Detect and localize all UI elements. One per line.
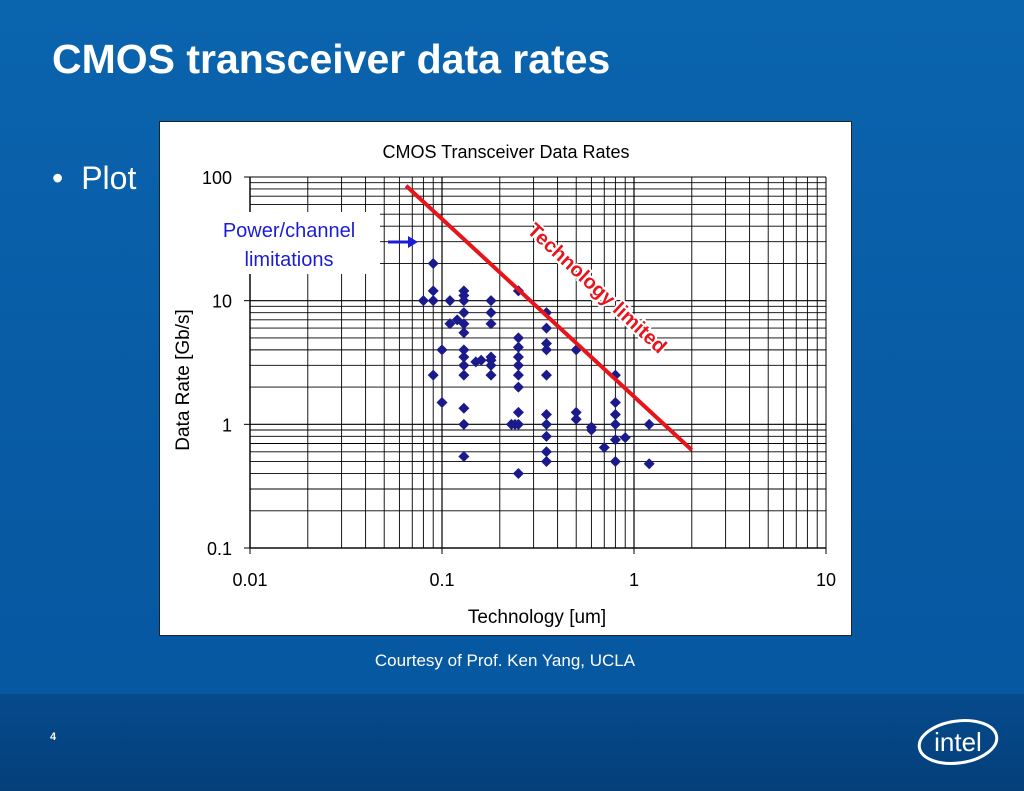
- bullet-text: Plot: [81, 160, 137, 196]
- data-point: [458, 402, 470, 414]
- data-point: [609, 456, 621, 468]
- slide-title: CMOS transceiver data rates: [52, 36, 611, 82]
- data-point: [458, 307, 470, 319]
- data-point: [436, 397, 448, 409]
- chart-panel: 0.01 0.1 1 10 0.1 1 10 100 Power/channel limitat…: [159, 121, 852, 636]
- data-point: [427, 295, 439, 307]
- x-axis-label: Technology [um]: [468, 607, 606, 628]
- data-point: [512, 359, 524, 371]
- data-point: [485, 359, 497, 371]
- data-point: [458, 359, 470, 371]
- data-point: [427, 285, 439, 297]
- data-point: [427, 257, 439, 269]
- chart-points: [417, 257, 655, 480]
- data-point: [570, 413, 582, 425]
- data-point: [458, 351, 470, 363]
- x-tick-label: 0.01: [232, 570, 267, 590]
- y-tick-label: 0.1: [207, 539, 232, 559]
- data-point: [540, 369, 552, 381]
- data-point: [417, 295, 429, 307]
- data-point: [540, 430, 552, 442]
- data-point: [427, 369, 439, 381]
- logo-text: intel: [934, 727, 982, 757]
- data-point: [540, 344, 552, 356]
- data-point: [485, 307, 497, 319]
- data-point: [458, 369, 470, 381]
- annotation-power-channel: limitations: [245, 249, 334, 271]
- y-tick-label: 100: [202, 168, 232, 188]
- data-point: [436, 344, 448, 356]
- data-point: [540, 338, 552, 350]
- data-point: [458, 318, 470, 330]
- data-point: [444, 318, 456, 330]
- trend-line: [404, 184, 694, 452]
- x-tick-label: 1: [629, 570, 639, 590]
- data-point: [475, 354, 487, 366]
- data-point: [540, 322, 552, 334]
- data-point: [512, 351, 524, 363]
- data-point: [570, 344, 582, 356]
- data-point: [444, 295, 456, 307]
- data-point: [512, 418, 524, 430]
- data-point: [458, 450, 470, 462]
- page-number: 4: [50, 731, 57, 743]
- data-point: [540, 418, 552, 430]
- data-point: [609, 409, 621, 421]
- data-point: [512, 369, 524, 381]
- y-tick-label: 1: [222, 415, 232, 435]
- data-point: [540, 446, 552, 458]
- data-point: [512, 341, 524, 353]
- data-point: [512, 468, 524, 480]
- annotation-layer: Power/channel limitations Technology limit…: [200, 212, 673, 360]
- bullet-item: • Plot: [52, 160, 136, 197]
- data-point: [643, 458, 655, 470]
- data-point: [619, 432, 631, 444]
- x-tick-label: 10: [816, 570, 836, 590]
- data-point: [540, 456, 552, 468]
- annotation-technology-limited: Technology limited: [523, 219, 671, 358]
- data-point: [512, 381, 524, 393]
- intel-logo: intel: [917, 719, 999, 765]
- data-point: [485, 318, 497, 330]
- data-point: [570, 406, 582, 418]
- data-point: [458, 344, 470, 356]
- chart-title: CMOS Transceiver Data Rates: [382, 142, 629, 162]
- data-point: [485, 369, 497, 381]
- data-point: [458, 327, 470, 339]
- data-point: [485, 295, 497, 307]
- footer-band: [0, 694, 1024, 791]
- data-point: [470, 356, 482, 368]
- y-tick-label: 10: [212, 292, 232, 312]
- x-tick-label: 0.1: [429, 570, 454, 590]
- annotation-arrow-head: [408, 236, 418, 248]
- courtesy-note: Courtesy of Prof. Ken Yang, UCLA: [374, 651, 636, 670]
- data-point: [458, 418, 470, 430]
- trend-layer: [404, 184, 694, 452]
- data-point: [512, 332, 524, 344]
- data-point: [609, 397, 621, 409]
- data-point: [598, 441, 610, 453]
- data-point: [585, 424, 597, 436]
- data-point: [458, 295, 470, 307]
- data-point: [540, 409, 552, 421]
- data-point: [512, 406, 524, 418]
- data-point: [609, 434, 621, 446]
- annotation-box: [200, 212, 380, 274]
- annotation-power-channel: Power/channel: [223, 220, 355, 242]
- bullet-marker: •: [52, 160, 64, 196]
- data-point: [609, 418, 621, 430]
- data-point: [643, 418, 655, 430]
- y-axis-label: Data Rate [Gb/s]: [173, 309, 194, 451]
